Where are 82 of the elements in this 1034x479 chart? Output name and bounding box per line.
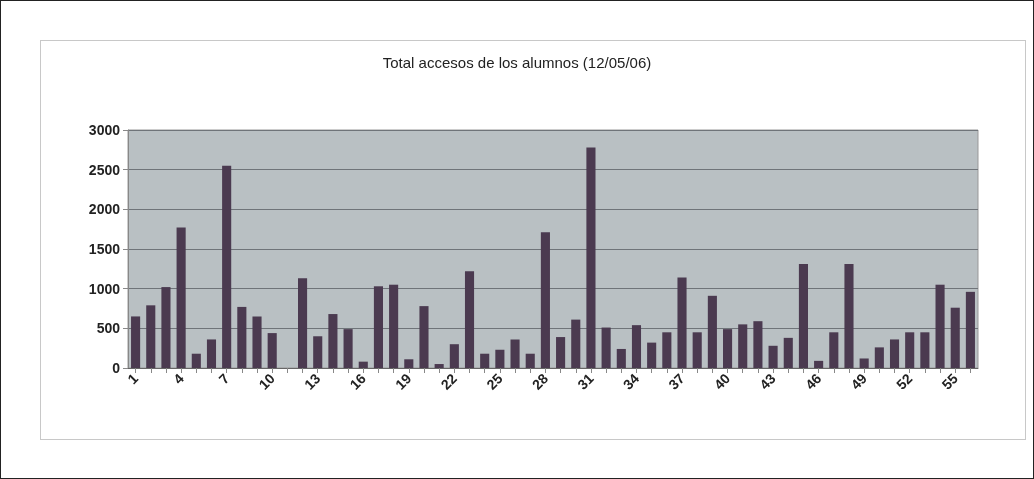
x-tick-label: 43 [756,370,779,393]
bar [889,339,900,368]
x-tick-label: 16 [346,370,370,393]
bar [798,264,808,368]
bar [586,147,596,368]
bar [373,286,383,368]
bar [844,264,854,368]
bar [677,277,687,368]
bar [814,360,824,368]
x-tick-label: 19 [392,370,415,393]
y-tick-label: 3000 [88,122,121,138]
bar [252,316,262,368]
bar [358,361,368,368]
bar [631,325,642,368]
x-tick-label: 25 [483,370,506,393]
bar [464,271,475,368]
bar [510,339,520,368]
bar [874,347,884,368]
x-tick-label: 22 [437,370,461,393]
x-tick-label: 13 [301,370,324,393]
bar [267,333,277,368]
bar [950,307,960,368]
x-tick-label: 10 [255,370,279,393]
bar [191,353,201,368]
x-tick-label: 55 [938,370,962,393]
bar [328,314,338,368]
bar [616,348,626,368]
bar [662,332,672,368]
bar [161,287,171,368]
bar [859,358,869,368]
bar [131,316,141,368]
y-tick-label: 1000 [88,280,121,297]
bar [965,291,975,368]
bar [935,284,945,368]
x-tick-label: 7 [215,370,233,388]
bar [556,337,566,368]
x-tick-label: 37 [665,370,688,393]
bar [237,306,247,368]
bar [146,305,156,368]
y-tick-label: 2000 [88,201,121,218]
bar [222,165,232,368]
bar [753,321,763,368]
x-tick-label: 40 [710,370,734,393]
x-tick-label: 52 [893,370,916,393]
bar [176,227,186,368]
bar [692,332,702,368]
bar [206,339,217,368]
bar [783,337,793,368]
bar [540,232,550,368]
x-tick-label: 46 [801,370,825,393]
x-tick-label: 4 [169,370,187,388]
bar [419,306,429,368]
bar [298,278,308,368]
y-tick-label: 0 [112,360,121,376]
bar [738,324,748,368]
bar [404,359,414,368]
bar [434,364,444,368]
bar [313,336,323,368]
y-tick-label: 1500 [88,241,121,257]
bar [449,344,459,368]
bar [768,345,778,368]
bar [707,295,717,368]
x-tick-label: 49 [847,370,870,393]
bar [571,319,581,368]
bar [920,332,930,368]
bar [829,332,839,368]
bar [723,329,733,368]
y-tick-label: 500 [96,320,121,337]
bar [389,284,399,368]
x-tick-label: 28 [528,370,552,393]
bar [647,342,657,368]
bar [601,327,611,368]
bar [343,329,353,368]
bar [495,349,505,368]
y-tick-label: 2500 [88,161,121,178]
x-tick-label: 1 [124,370,142,388]
x-tick-label: 31 [574,370,597,393]
chart-title: Total accesos de los alumnos (12/05/06) [382,54,652,71]
x-tick-label: 34 [619,370,643,393]
bar [905,332,915,368]
bar [480,353,490,368]
bar [525,353,535,368]
